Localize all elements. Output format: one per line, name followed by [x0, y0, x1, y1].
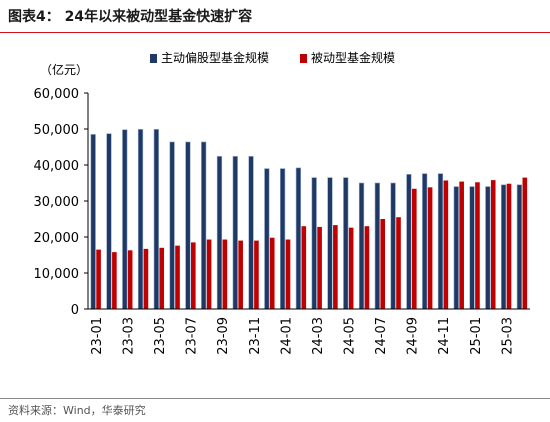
source-note: 资料来源：Wind，华泰研究 [8, 404, 146, 417]
bar-passive [254, 240, 259, 309]
bar-passive [506, 183, 512, 309]
x-tick-label: 24-09 [406, 317, 421, 355]
bar-passive [222, 239, 228, 309]
bar-active [327, 177, 333, 310]
x-tick-label: 23-01 [90, 317, 105, 355]
legend-swatch-active [150, 54, 157, 63]
bar-passive [522, 177, 528, 309]
y-tick-label: 20,000 [34, 231, 80, 246]
bar-chart: （亿元） 0 10,000 20,000 30,000 40,000 50,000 60,00… [34, 50, 530, 355]
bar-active [343, 177, 349, 310]
x-tick-label: 23-09 [216, 317, 231, 355]
bar-passive [317, 226, 322, 309]
bar-passive [238, 240, 243, 309]
bar-active [374, 182, 380, 310]
legend-swatch-passive [300, 54, 307, 63]
bar-active [280, 168, 286, 310]
bar-active [137, 129, 144, 310]
bar-passive [396, 217, 401, 309]
bar-passive [427, 187, 433, 309]
x-tick-label: 23-05 [153, 317, 168, 355]
bar-passive [348, 227, 354, 309]
bar-active [169, 141, 175, 310]
bar-active [422, 173, 428, 310]
bar-active [516, 184, 523, 310]
bar-active [264, 168, 270, 310]
x-tick-label: 25-03 [500, 317, 515, 355]
bar-active [106, 133, 112, 310]
bar-active [153, 129, 159, 310]
bar-active [232, 156, 238, 310]
x-tick-label: 24-05 [342, 317, 357, 355]
title-divider [0, 32, 550, 33]
bar-passive [159, 247, 165, 309]
bar-passive [143, 248, 149, 309]
bar-passive [412, 188, 417, 309]
bar-passive [175, 245, 180, 309]
bar-active [485, 186, 491, 310]
bar-passive [269, 237, 275, 309]
bar-active [501, 184, 507, 310]
bar-passive [206, 239, 212, 309]
x-tick-label: 25-01 [469, 317, 484, 355]
bar-passive [96, 249, 101, 309]
bar-passive [443, 180, 449, 309]
y-tick-label: 10,000 [34, 267, 80, 282]
bar-active [390, 182, 396, 310]
x-tick-label: 24-03 [311, 317, 326, 355]
x-tick-label: 23-03 [121, 317, 136, 355]
x-tick-label: 24-01 [279, 317, 294, 355]
bar-active [216, 156, 223, 310]
bar-active [311, 177, 317, 310]
bar-passive [490, 180, 496, 309]
x-tick-label: 24-07 [374, 317, 389, 355]
bar-passive [191, 242, 196, 309]
bar-active [437, 173, 444, 310]
legend-label-active: 主动偏股型基金规模 [161, 50, 269, 65]
bar-passive [475, 182, 480, 309]
source-divider [0, 398, 550, 399]
bar-passive [112, 252, 117, 309]
x-tick-label: 23-07 [185, 317, 200, 355]
x-tick-label: 23-11 [248, 317, 263, 355]
y-tick-label: 30,000 [34, 195, 80, 210]
y-axis-unit-label: （亿元） [40, 62, 88, 77]
bar-active [358, 182, 365, 310]
y-tick-label: 50,000 [34, 123, 80, 138]
bar-passive [364, 226, 370, 309]
bar-active [185, 141, 191, 310]
bar-active [90, 134, 96, 310]
bar-active [453, 186, 459, 310]
bar-passive [380, 219, 386, 309]
legend-label-passive: 被动型基金规模 [311, 50, 395, 65]
bar-active [122, 129, 128, 310]
bar-active [201, 141, 207, 310]
figure-title: 图表4： 24年以来被动型基金快速扩容 [8, 9, 253, 25]
bar-passive [301, 226, 307, 309]
bar-passive [333, 225, 338, 309]
bar-passive [459, 181, 464, 309]
bar-active [406, 174, 412, 310]
y-tick-label: 60,000 [34, 87, 80, 102]
x-tick-label: 24-11 [437, 317, 452, 355]
bar-active [248, 156, 254, 310]
bar-passive [285, 239, 291, 309]
bar-active [295, 167, 302, 310]
bar-active [469, 186, 475, 310]
bar-passive [127, 250, 133, 309]
y-tick-label: 40,000 [34, 159, 80, 174]
y-tick-label: 0 [71, 303, 79, 318]
